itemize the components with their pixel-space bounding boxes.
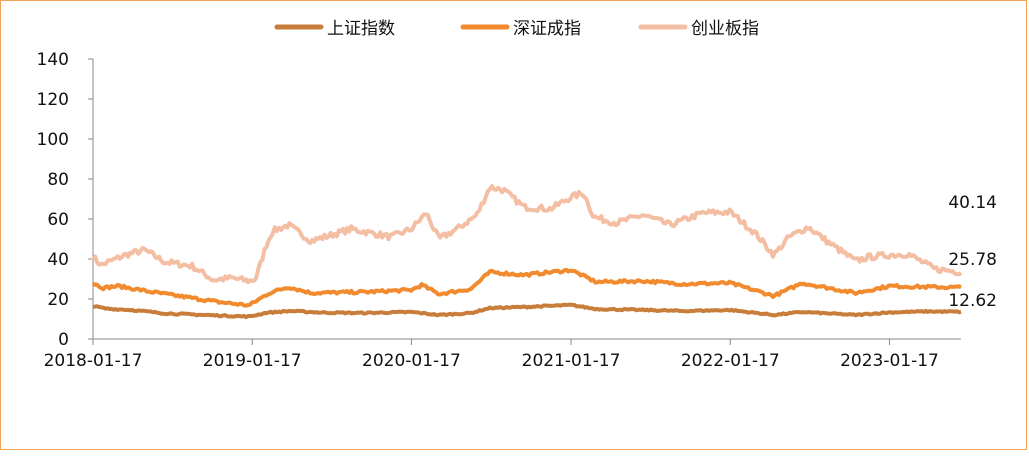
series-line-创业板指: [91, 184, 963, 285]
legend: 上证指数 深证成指 创业板指: [274, 19, 759, 39]
legend-label: 上证指数: [327, 19, 395, 39]
legend-label: 创业板指: [691, 19, 759, 39]
x-tick-label: 2018-01-17: [44, 351, 143, 371]
legend-label: 深证成指: [513, 19, 581, 39]
x-tick-label: 2019-01-17: [203, 351, 302, 371]
y-tick-label: 80: [47, 170, 69, 190]
y-tick-label: 20: [47, 290, 69, 310]
y-tick-label: 40: [47, 250, 69, 270]
axes: 0 20 40 60 80 100 120 140 2018-01-17 2019-01-17 20…: [37, 50, 961, 371]
x-tick-label: 2021-01-17: [522, 351, 621, 371]
end-label: 25.78: [948, 250, 997, 270]
x-tick-label: 2022-01-17: [681, 351, 780, 371]
x-tick-label: 2020-01-17: [362, 351, 461, 371]
y-tick-label: 0: [58, 330, 69, 350]
y-tick-label: 60: [47, 210, 69, 230]
end-label: 12.62: [948, 291, 997, 311]
x-tick-label: 2023-01-17: [840, 351, 939, 371]
y-tick-label: 140: [37, 50, 69, 70]
series-line-深证成指: [91, 267, 962, 308]
series-line-上证指数: [92, 302, 962, 320]
end-label: 40.14: [948, 193, 997, 213]
series-lines: [91, 184, 963, 320]
end-labels: 12.62 25.78 40.14: [948, 193, 997, 311]
y-tick-label: 120: [37, 90, 69, 110]
y-tick-label: 100: [37, 130, 69, 150]
